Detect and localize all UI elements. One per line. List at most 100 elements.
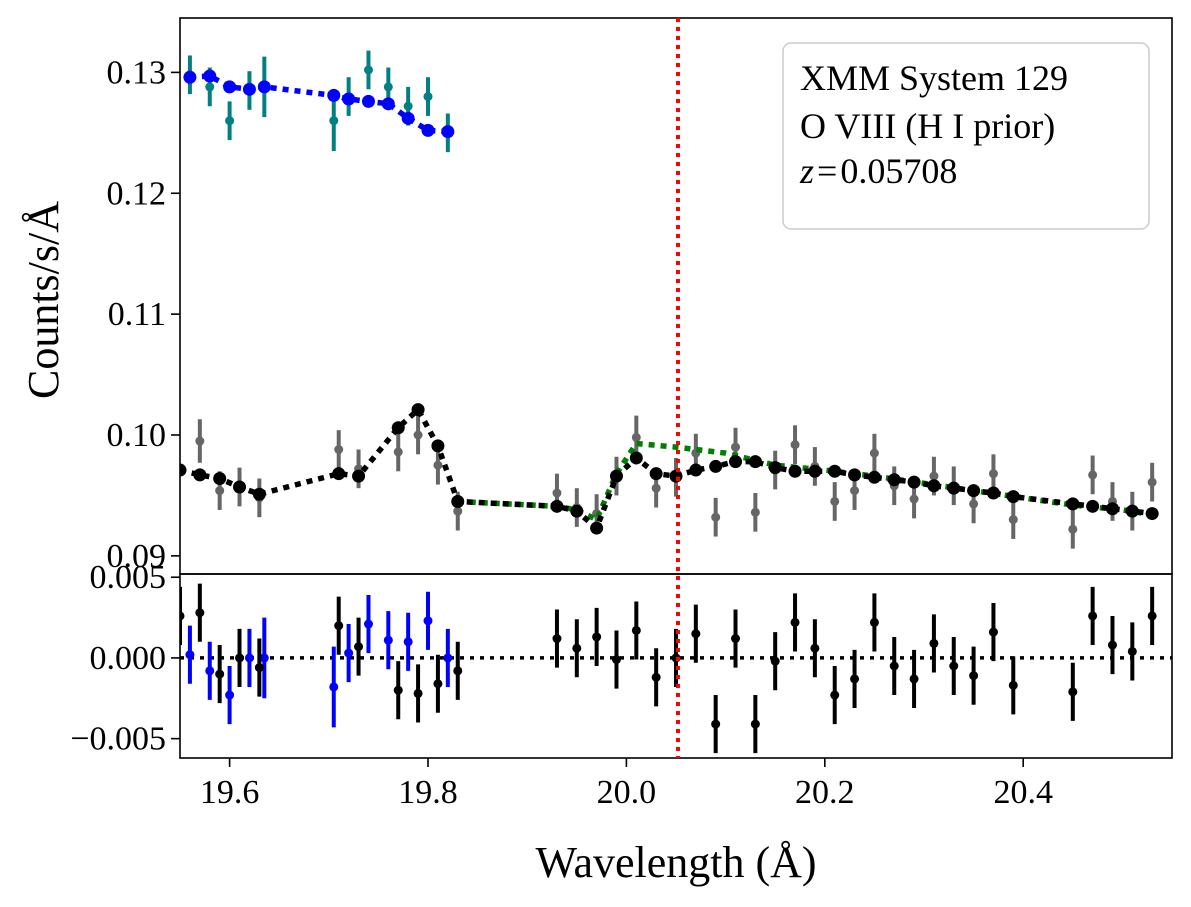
black-residuals-point-0 xyxy=(180,611,185,621)
blue-residuals-point-11 xyxy=(443,653,453,663)
blue-model-upper-segment-marker-0 xyxy=(183,70,197,84)
black-model-lower-segment-marker-29 xyxy=(907,475,921,489)
blue-model-upper-segment-marker-11 xyxy=(441,125,455,139)
grey-data-lower-segment-point-14 xyxy=(631,432,641,442)
black-residuals-point-10 xyxy=(453,666,463,676)
blue-model-upper-segment-marker-9 xyxy=(401,111,415,125)
top-ytick-label-0: 0.09 xyxy=(107,538,167,575)
teal-data-upper-segment-point-7 xyxy=(363,65,373,75)
teal-data-upper-segment-point-9 xyxy=(403,101,413,111)
grey-data-lower-segment-point-24 xyxy=(830,496,840,506)
black-model-lower-segment-marker-35 xyxy=(1066,497,1080,511)
top-ytick-label-1: 0.10 xyxy=(107,417,167,454)
grey-data-lower-segment-point-35 xyxy=(1088,470,1098,480)
black-residuals-point-35 xyxy=(1068,687,1078,697)
grey-data-lower-segment-point-6 xyxy=(393,447,403,457)
black-model-lower-segment-marker-30 xyxy=(927,479,941,493)
black-residuals-point-37 xyxy=(1107,640,1117,650)
black-model-lower-segment-marker-28 xyxy=(887,473,901,487)
legend-z-value: 0.05708 xyxy=(840,151,957,191)
grey-data-lower-segment-point-8 xyxy=(433,460,443,470)
black-model-lower-segment-marker-5 xyxy=(332,467,346,481)
blue-model-upper-segment-marker-10 xyxy=(421,123,435,137)
black-model-lower-segment-marker-10 xyxy=(451,494,465,508)
black-model-lower-segment-marker-11 xyxy=(550,499,564,513)
top-ytick-label-2: 0.11 xyxy=(108,296,166,333)
grey-data-lower-segment-point-19 xyxy=(731,442,741,452)
black-model-lower-segment-marker-20 xyxy=(729,455,743,469)
grey-data-lower-segment-point-32 xyxy=(988,469,998,479)
green-model-lower-segment-line xyxy=(457,440,1153,524)
black-residuals-point-28 xyxy=(889,661,899,671)
top-panel: 0.09 0.10 0.11 0.12 0.13 Counts/s/Å xyxy=(19,17,1173,575)
legend-z-symbol: z xyxy=(799,151,814,191)
grey-data-lower-segment-point-9 xyxy=(453,506,463,516)
black-residuals-point-31 xyxy=(949,661,959,671)
black-model-lower-segment-marker-14 xyxy=(609,469,623,483)
black-residuals-point-9 xyxy=(433,679,443,689)
black-model-lower-segment-marker-32 xyxy=(967,484,981,498)
bottom-y-ticks: 0.005 0.000 −0.005 xyxy=(70,559,180,758)
blue-model-upper-segment-marker-6 xyxy=(342,92,356,106)
black-residuals-point-4 xyxy=(254,663,264,673)
grey-data-lower-segment-point-38 xyxy=(1147,477,1157,487)
legend-line-ion: O VIII (H I prior) xyxy=(800,106,1055,146)
blue-residuals-point-9 xyxy=(403,637,413,647)
black-residuals-point-7 xyxy=(393,685,403,695)
grey-data-lower-segment-point-26 xyxy=(869,448,879,458)
black-residuals-point-24 xyxy=(810,643,820,653)
teal-data-upper-segment-point-10 xyxy=(423,92,433,102)
black-residuals-point-5 xyxy=(334,621,344,631)
blue-residuals-point-7 xyxy=(363,619,373,629)
black-residuals-point-21 xyxy=(750,719,760,729)
black-residuals-point-16 xyxy=(651,672,661,682)
grey-data-lower-segment-point-25 xyxy=(850,486,860,496)
teal-data-upper-segment-point-1 xyxy=(205,82,215,92)
xtick-label-4: 20.4 xyxy=(993,774,1053,811)
xtick-label-3: 20.2 xyxy=(795,774,855,811)
top-y-ticks: 0.09 0.10 0.11 0.12 0.13 xyxy=(107,54,180,575)
blue-model-upper-segment-marker-5 xyxy=(327,88,341,102)
grey-data-lower-segment-point-0 xyxy=(195,436,205,446)
black-residuals-point-30 xyxy=(929,638,939,648)
grey-data-lower-segment-point-10 xyxy=(552,488,562,498)
blue-model-upper-segment-marker-7 xyxy=(361,94,375,108)
black-model-lower-segment-marker-4 xyxy=(252,487,266,501)
x-ticks: 19.6 19.8 20.0 20.2 20.4 xyxy=(200,758,1053,811)
black-residuals-point-19 xyxy=(711,719,721,729)
bottom-ytick-label-1: 0.000 xyxy=(90,640,167,677)
black-residuals-point-39 xyxy=(1147,611,1157,621)
blue-residuals-point-3 xyxy=(244,653,254,663)
blue-residuals-point-0 xyxy=(185,650,195,660)
black-model-lower-segment-marker-34 xyxy=(1006,490,1020,504)
blue-residuals-point-5 xyxy=(329,682,339,692)
black-residuals-point-27 xyxy=(869,617,879,627)
black-model-lower-segment-marker-6 xyxy=(352,469,366,483)
black-model-lower-segment-marker-15 xyxy=(629,451,643,465)
black-model-lower-segment-marker-1 xyxy=(193,468,207,482)
grey-data-lower-segment-point-31 xyxy=(969,499,979,509)
black-residuals-point-11 xyxy=(552,634,562,644)
grey-data-lower-segment-point-33 xyxy=(1008,515,1018,525)
black-residuals-point-12 xyxy=(572,643,582,653)
black-model-lower-segment-marker-16 xyxy=(649,467,663,481)
black-residuals-point-20 xyxy=(731,634,741,644)
black-model-lower-segment-marker-33 xyxy=(986,486,1000,500)
teal-data-upper-segment-point-8 xyxy=(383,82,393,92)
black-model-lower-segment-marker-23 xyxy=(788,464,802,478)
black-model-lower-segment-marker-7 xyxy=(391,421,405,435)
grey-data-lower-segment-point-15 xyxy=(651,483,661,493)
black-residuals-point-26 xyxy=(850,674,860,684)
black-model-lower-segment-marker-3 xyxy=(233,480,247,494)
black-model-lower-segment-marker-9 xyxy=(431,439,445,453)
bottom-panel: 0.005 0.000 −0.005 xyxy=(70,559,1173,759)
grey-data-lower-segment-point-29 xyxy=(929,471,939,481)
black-residuals-point-8 xyxy=(413,688,423,698)
top-y-axis-title: Counts/s/Å xyxy=(19,201,68,399)
black-model-lower-segment-marker-26 xyxy=(848,468,862,482)
black-model-lower-segment-marker-31 xyxy=(947,481,961,495)
top-ytick-label-3: 0.12 xyxy=(107,175,167,212)
black-model-lower-segment-marker-0 xyxy=(180,463,187,477)
black-model-lower-segment-marker-22 xyxy=(768,461,782,475)
bottom-plot-area xyxy=(180,583,1172,754)
